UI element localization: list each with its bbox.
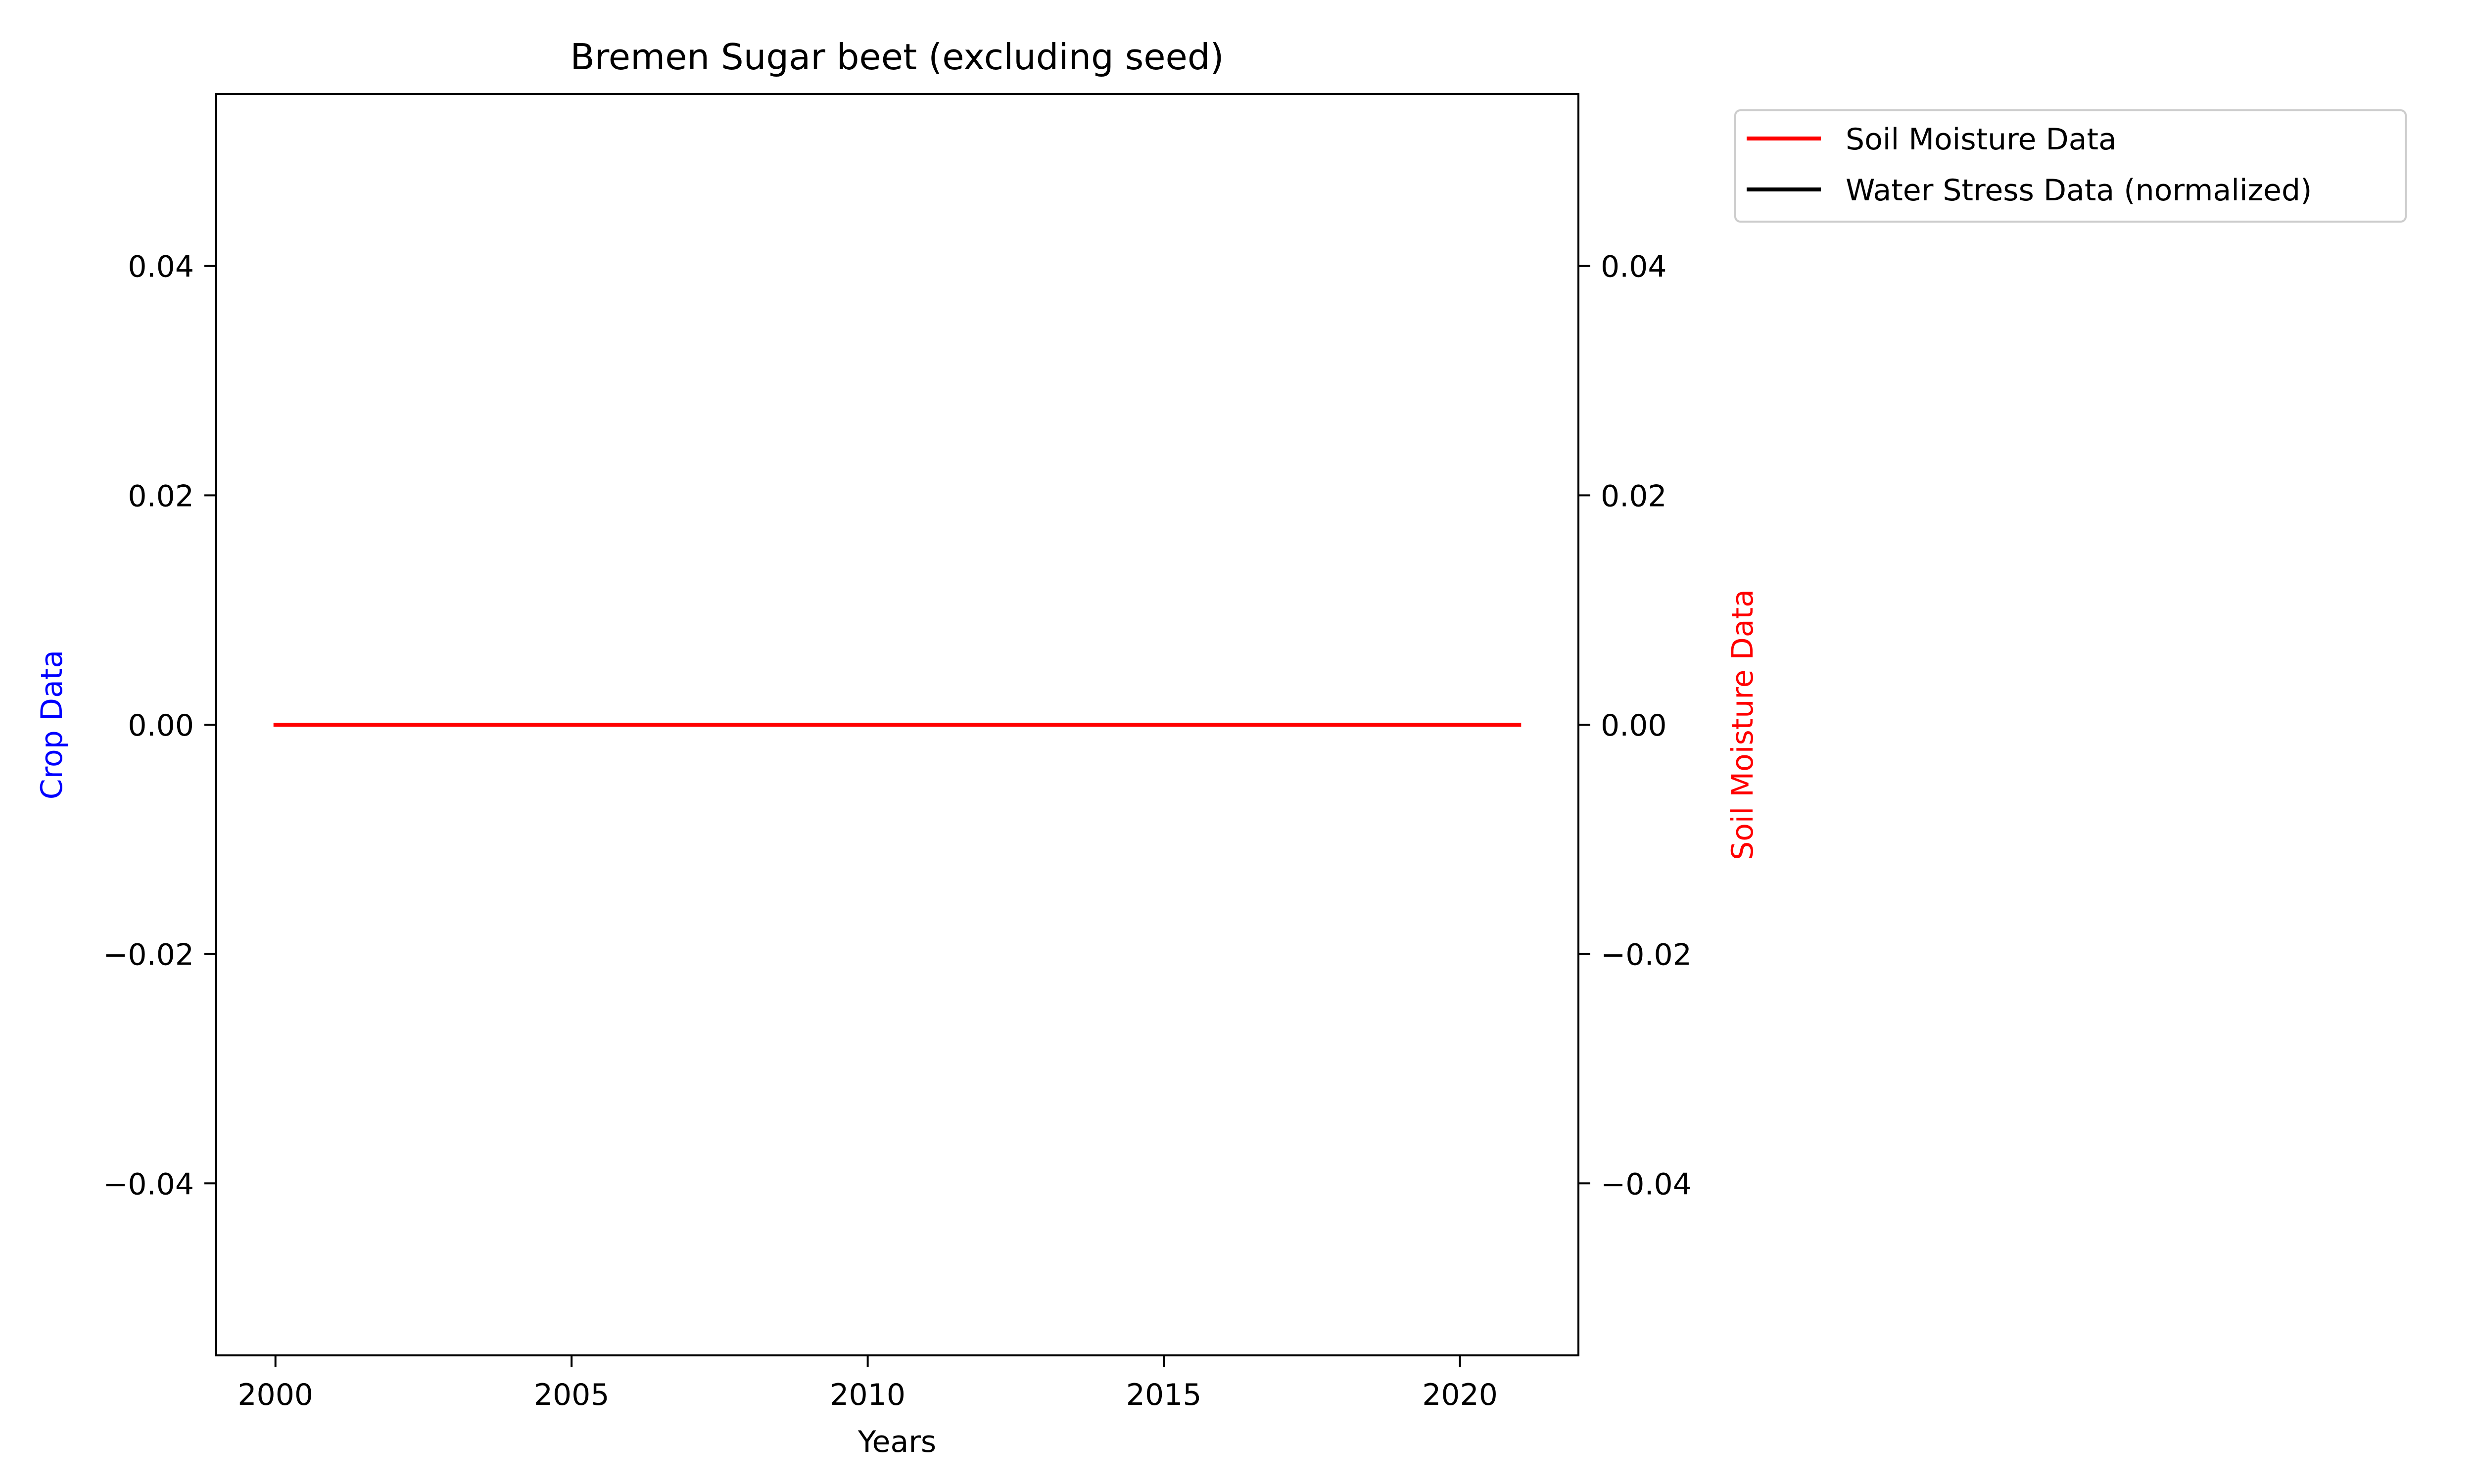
legend-label-soil-moisture: Soil Moisture Data — [1846, 122, 2117, 157]
left-y-tick-label: 0.04 — [128, 250, 194, 284]
right-y-tick-label: 0.04 — [1601, 250, 1667, 284]
left-y-axis-label: Crop Data — [35, 650, 69, 799]
left-y-axis-ticks: −0.04 −0.02 0.00 0.02 0.04 — [103, 250, 216, 1202]
chart-title: Bremen Sugar beet (excluding seed) — [570, 36, 1224, 78]
right-y-axis-label: Soil Moisture Data — [1725, 589, 1760, 860]
x-tick-label: 2010 — [830, 1378, 905, 1412]
right-y-tick-label: −0.02 — [1601, 938, 1692, 973]
right-y-tick-label: −0.04 — [1601, 1167, 1692, 1202]
left-y-tick-label: −0.04 — [103, 1167, 194, 1202]
x-axis-label: Years — [857, 1425, 936, 1459]
x-axis-ticks: 2000 2005 2010 2015 2020 — [238, 1355, 1498, 1412]
right-y-tick-label: 0.00 — [1601, 708, 1667, 743]
x-tick-label: 2015 — [1126, 1378, 1202, 1412]
x-tick-label: 2020 — [1422, 1378, 1498, 1412]
legend: Soil Moisture Data Water Stress Data (no… — [1734, 109, 2407, 223]
left-y-tick-label: −0.02 — [103, 938, 194, 973]
left-y-tick-label: 0.02 — [128, 479, 194, 513]
right-y-tick-label: 0.02 — [1601, 479, 1667, 513]
legend-label-water-stress: Water Stress Data (normalized) — [1846, 173, 2312, 208]
legend-box — [1734, 109, 2407, 223]
right-y-axis-ticks: −0.04 −0.02 0.00 0.02 0.04 — [1578, 250, 1692, 1202]
x-tick-label: 2005 — [534, 1378, 610, 1412]
left-y-tick-label: 0.00 — [128, 708, 194, 743]
x-tick-label: 2000 — [238, 1378, 313, 1412]
